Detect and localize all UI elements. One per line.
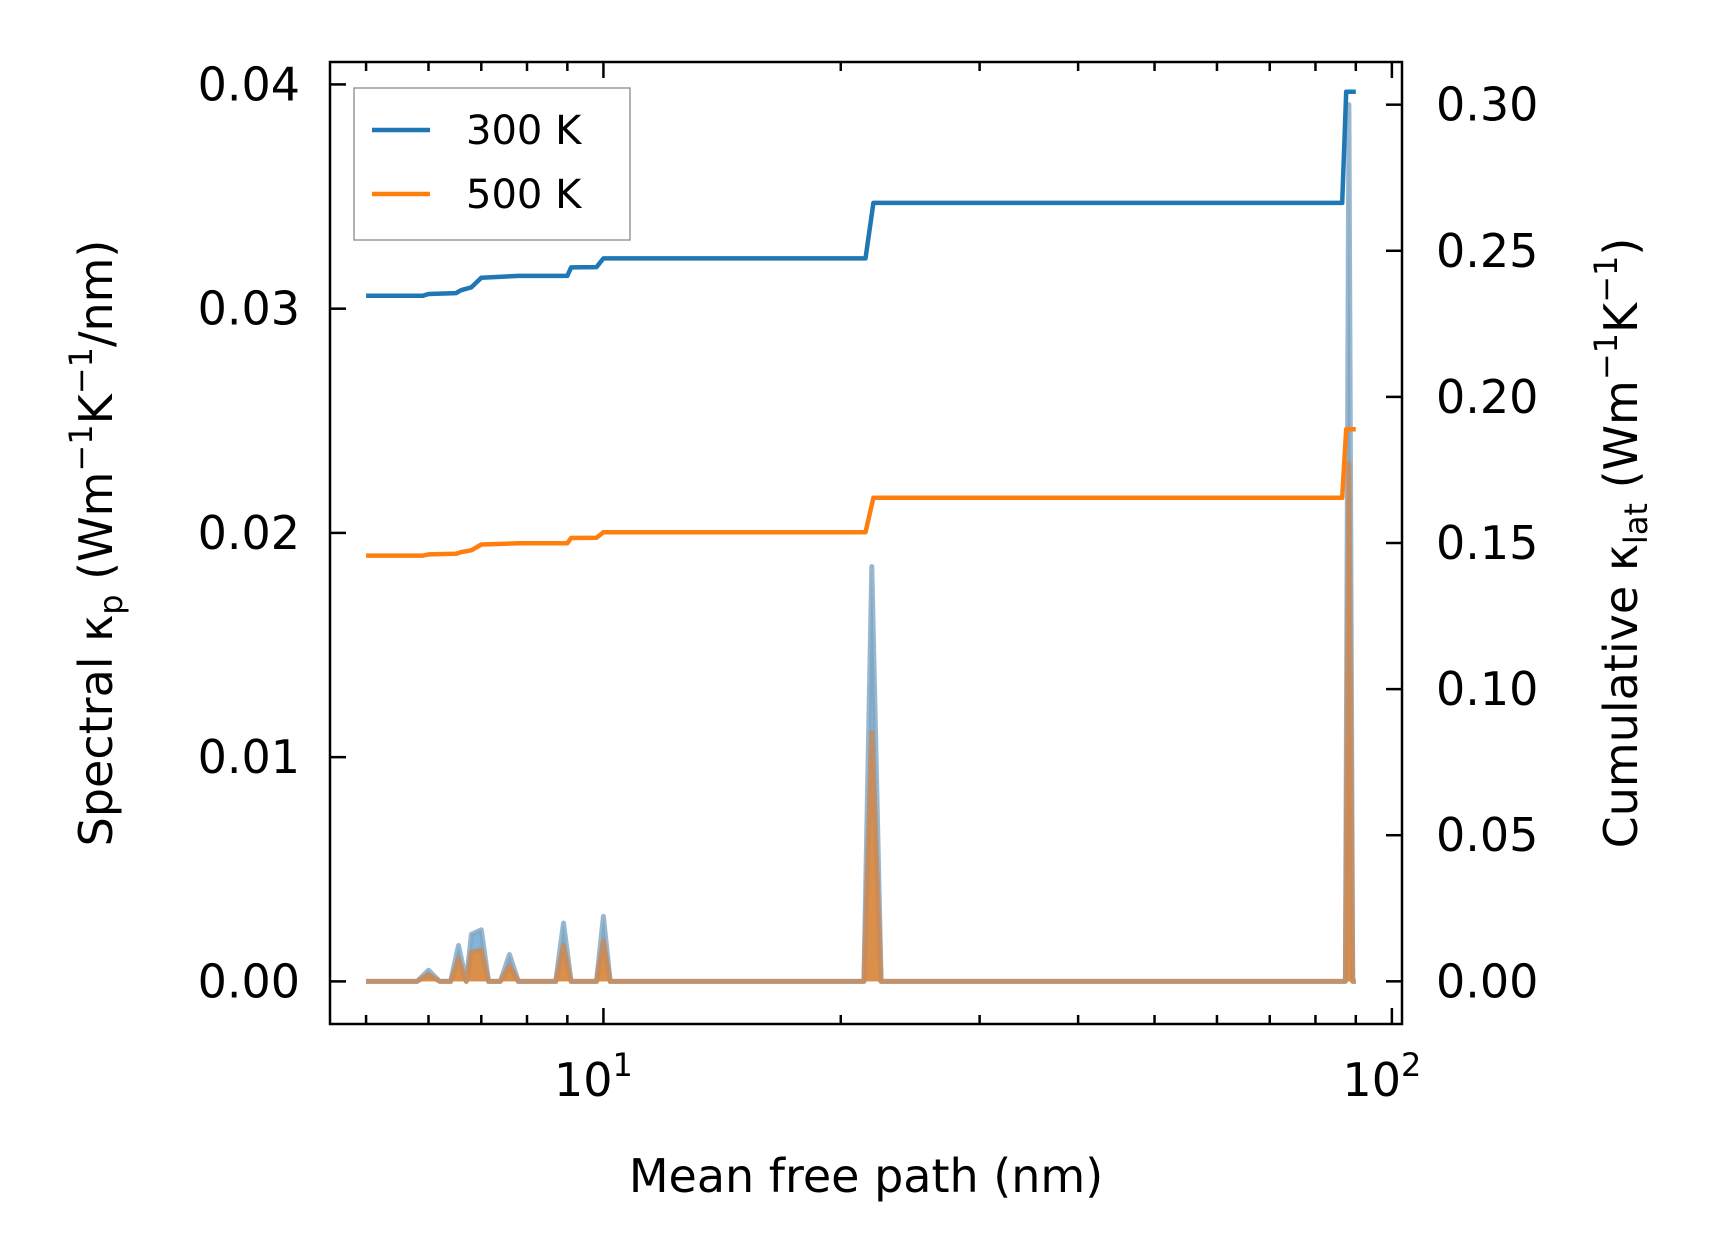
y-left-tick-label: 0.04: [198, 57, 300, 111]
x-tick-label: 101: [554, 1046, 633, 1107]
spectral-line-500k: [366, 460, 1356, 984]
y-right-axis-label: Cumulative κlat (Wm−1K−1): [1587, 238, 1655, 849]
cumulative-line-500k: [366, 427, 1356, 558]
y-right-tick-label: 0.15: [1436, 516, 1538, 570]
y-right-tick-label: 0.05: [1436, 808, 1538, 862]
y-left-axis-label: Spectral κp (Wm−1K−1/nm): [62, 240, 130, 847]
y-left-tick-label: 0.00: [198, 954, 300, 1008]
cumulative-line-300k: [366, 89, 1356, 299]
y-left-tick-label: 0.01: [198, 730, 300, 784]
spectral-area-500k: [366, 463, 1356, 982]
x-tick-label: 102: [1342, 1046, 1421, 1107]
y-left-tick-label: 0.02: [198, 506, 300, 560]
y-right-tick-label: 0.30: [1436, 78, 1538, 132]
legend-box: [353, 87, 631, 241]
y-right-tick-label: 0.20: [1436, 370, 1538, 424]
y-left-tick-label: 0.03: [198, 282, 300, 336]
legend-label-300k: 300 K: [466, 108, 583, 154]
legend-label-500k: 500 K: [466, 172, 583, 218]
y-right-tick-label: 0.00: [1436, 954, 1538, 1008]
y-right-tick-label: 0.25: [1436, 224, 1538, 278]
x-axis-label: Mean free path (nm): [629, 1149, 1103, 1203]
y-right-tick-label: 0.10: [1436, 662, 1538, 716]
